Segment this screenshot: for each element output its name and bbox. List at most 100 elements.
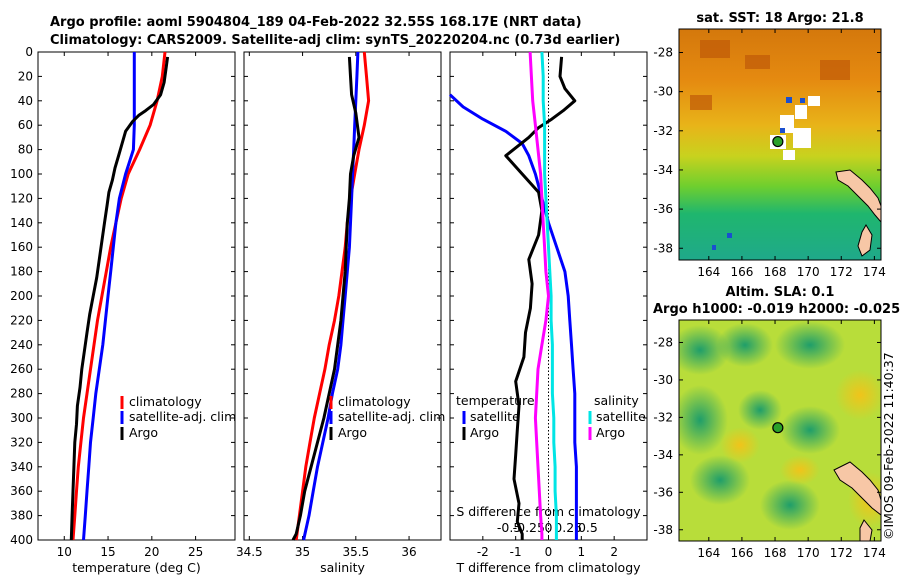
map-y-tick-label: -28 <box>653 45 673 59</box>
sla-map-frame <box>678 319 882 542</box>
map-x-tick-label: 174 <box>863 546 886 560</box>
y-tick-label: 280 <box>10 387 33 401</box>
y-tick-label: 140 <box>10 216 33 230</box>
map-y-tick-label: -38 <box>653 523 673 537</box>
sla-eddies <box>679 321 881 530</box>
series-line-argo <box>291 56 361 541</box>
nz-coastline <box>833 461 881 516</box>
series-line-climatology <box>71 51 167 541</box>
y-tick-label: 0 <box>25 45 33 59</box>
x-axis-label: salinity <box>320 560 365 575</box>
series-line-argo <box>69 56 170 541</box>
map-x-tick-label: 168 <box>764 265 787 279</box>
series-line-satellite-adj-clim <box>82 52 136 541</box>
x-tick-label: -1 <box>510 545 522 559</box>
salinity-panel: 34.5 35 35.5 36 salinity <box>236 51 442 575</box>
y-tick-label: 100 <box>10 167 33 181</box>
y-tick-label: 80 <box>18 143 33 157</box>
nz-coastline <box>835 169 881 223</box>
y-tick-label: 300 <box>10 411 33 425</box>
map-y-tick-label: -28 <box>653 335 673 349</box>
map-x-tick-label: 164 <box>697 265 720 279</box>
series-line-climatology <box>294 51 371 541</box>
x-axis-label: temperature (deg C) <box>72 560 201 575</box>
sst-map-frame <box>678 28 882 261</box>
nz-coastline-south <box>857 224 873 257</box>
x-tick-label: 2 <box>610 545 618 559</box>
series-line-satellite-adj-clim <box>302 51 360 541</box>
x-tick-label: 25 <box>188 545 203 559</box>
legend-title-salinity: salinity <box>594 393 639 408</box>
temperature-legend: climatology satellite-adj. clim Argo <box>120 394 236 440</box>
y-tick-label: 40 <box>18 94 33 108</box>
y-tick-label: 380 <box>10 509 33 523</box>
imos-stamp: ©IMOS 09-Feb-2022 11:40:37 <box>881 352 896 540</box>
axis-frame <box>37 51 236 541</box>
map-y-tick-label: -32 <box>653 124 673 138</box>
map-x-tick-label: 170 <box>797 265 820 279</box>
map-x-tick-label: 172 <box>830 546 853 560</box>
sst-warm-patches <box>690 40 850 110</box>
s-axis-label: S difference from climatology <box>456 504 641 519</box>
temperature-panel: 0 20 40 60 80 100 120 140 160 180 200 220 240 260 280 3… <box>10 45 236 575</box>
legend-label-s-satellite: satellite <box>596 409 646 424</box>
series-line-s-argo <box>528 51 550 540</box>
map-x-tick-label: 168 <box>764 546 787 560</box>
nz-coastline-south <box>859 519 873 541</box>
map-y-tick-label: -38 <box>653 241 673 255</box>
legend-label-t-argo: Argo <box>470 425 499 440</box>
map-y-tick-label: -30 <box>653 85 673 99</box>
series-line-s-satellite <box>540 51 558 540</box>
legend-label-argo: Argo <box>338 425 367 440</box>
y-tick-label: 200 <box>10 289 33 303</box>
legend-label-satellite: satellite-adj. clim <box>129 409 236 424</box>
map-y-tick-label: -36 <box>653 202 673 216</box>
series-line-t-argo <box>504 56 577 540</box>
s-tick-label: 0 <box>545 520 553 535</box>
legend-label-satellite: satellite-adj. clim <box>338 409 445 424</box>
x-tick-label: -2 <box>477 545 489 559</box>
map-x-tick-label: 172 <box>830 265 853 279</box>
y-tick-label: 220 <box>10 313 33 327</box>
sla-map-title1: Altim. SLA: 0.1 <box>726 285 835 300</box>
legend-label-climatology: climatology <box>129 394 202 409</box>
x-tick-label: 15 <box>100 545 115 559</box>
legend-label-argo: Argo <box>129 425 158 440</box>
x-tick-label: 34.5 <box>236 545 263 559</box>
y-tick-label: 180 <box>10 265 33 279</box>
legend-label-s-argo: Argo <box>596 425 625 440</box>
y-tick-label: 260 <box>10 362 33 376</box>
map-y-tick-label: -36 <box>653 485 673 499</box>
y-tick-label: 320 <box>10 435 33 449</box>
y-tick-label: 60 <box>18 118 33 132</box>
x-tick-label: 1 <box>578 545 586 559</box>
sst-blue-pixels <box>712 97 805 250</box>
x-tick-label: 10 <box>57 545 72 559</box>
sst-map: sat. SST: 18 Argo: 21.8 <box>653 11 885 279</box>
map-x-tick-label: 164 <box>697 546 720 560</box>
legend-title-temperature: temperature <box>456 393 535 408</box>
y-tick-label: 360 <box>10 484 33 498</box>
s-tick-label: -0.5 <box>497 520 521 535</box>
legend-label-t-satellite: satellite <box>470 409 520 424</box>
sst-map-title: sat. SST: 18 Argo: 21.8 <box>696 11 863 26</box>
salinity-legend: climatology satellite-adj. clim Argo <box>329 394 445 440</box>
y-tick-label: 240 <box>10 338 33 352</box>
map-y-tick-label: -34 <box>653 448 673 462</box>
sst-argo-marker <box>772 135 784 148</box>
map-x-tick-label: 166 <box>730 265 753 279</box>
difference-legend: temperature satellite Argo salinity sate… <box>456 393 646 440</box>
map-x-tick-label: 174 <box>863 265 886 279</box>
legend-label-climatology: climatology <box>338 394 411 409</box>
series-line-t-satellite <box>448 93 578 540</box>
figure-title-line2: Climatology: CARS2009. Satellite-adj cli… <box>50 33 620 48</box>
x-tick-label: 20 <box>144 545 159 559</box>
x-tick-label: 35 <box>295 545 310 559</box>
map-y-tick-label: -34 <box>653 163 673 177</box>
y-tick-label: 400 <box>10 533 33 547</box>
s-tick-label: 0.5 <box>578 520 598 535</box>
difference-panel: -2 -1 0 1 2T difference from climatology S di… <box>448 51 648 575</box>
sla-map-title2: Argo h1000: -0.019 h2000: -0.025 <box>653 302 900 317</box>
sla-argo-marker <box>772 422 784 434</box>
